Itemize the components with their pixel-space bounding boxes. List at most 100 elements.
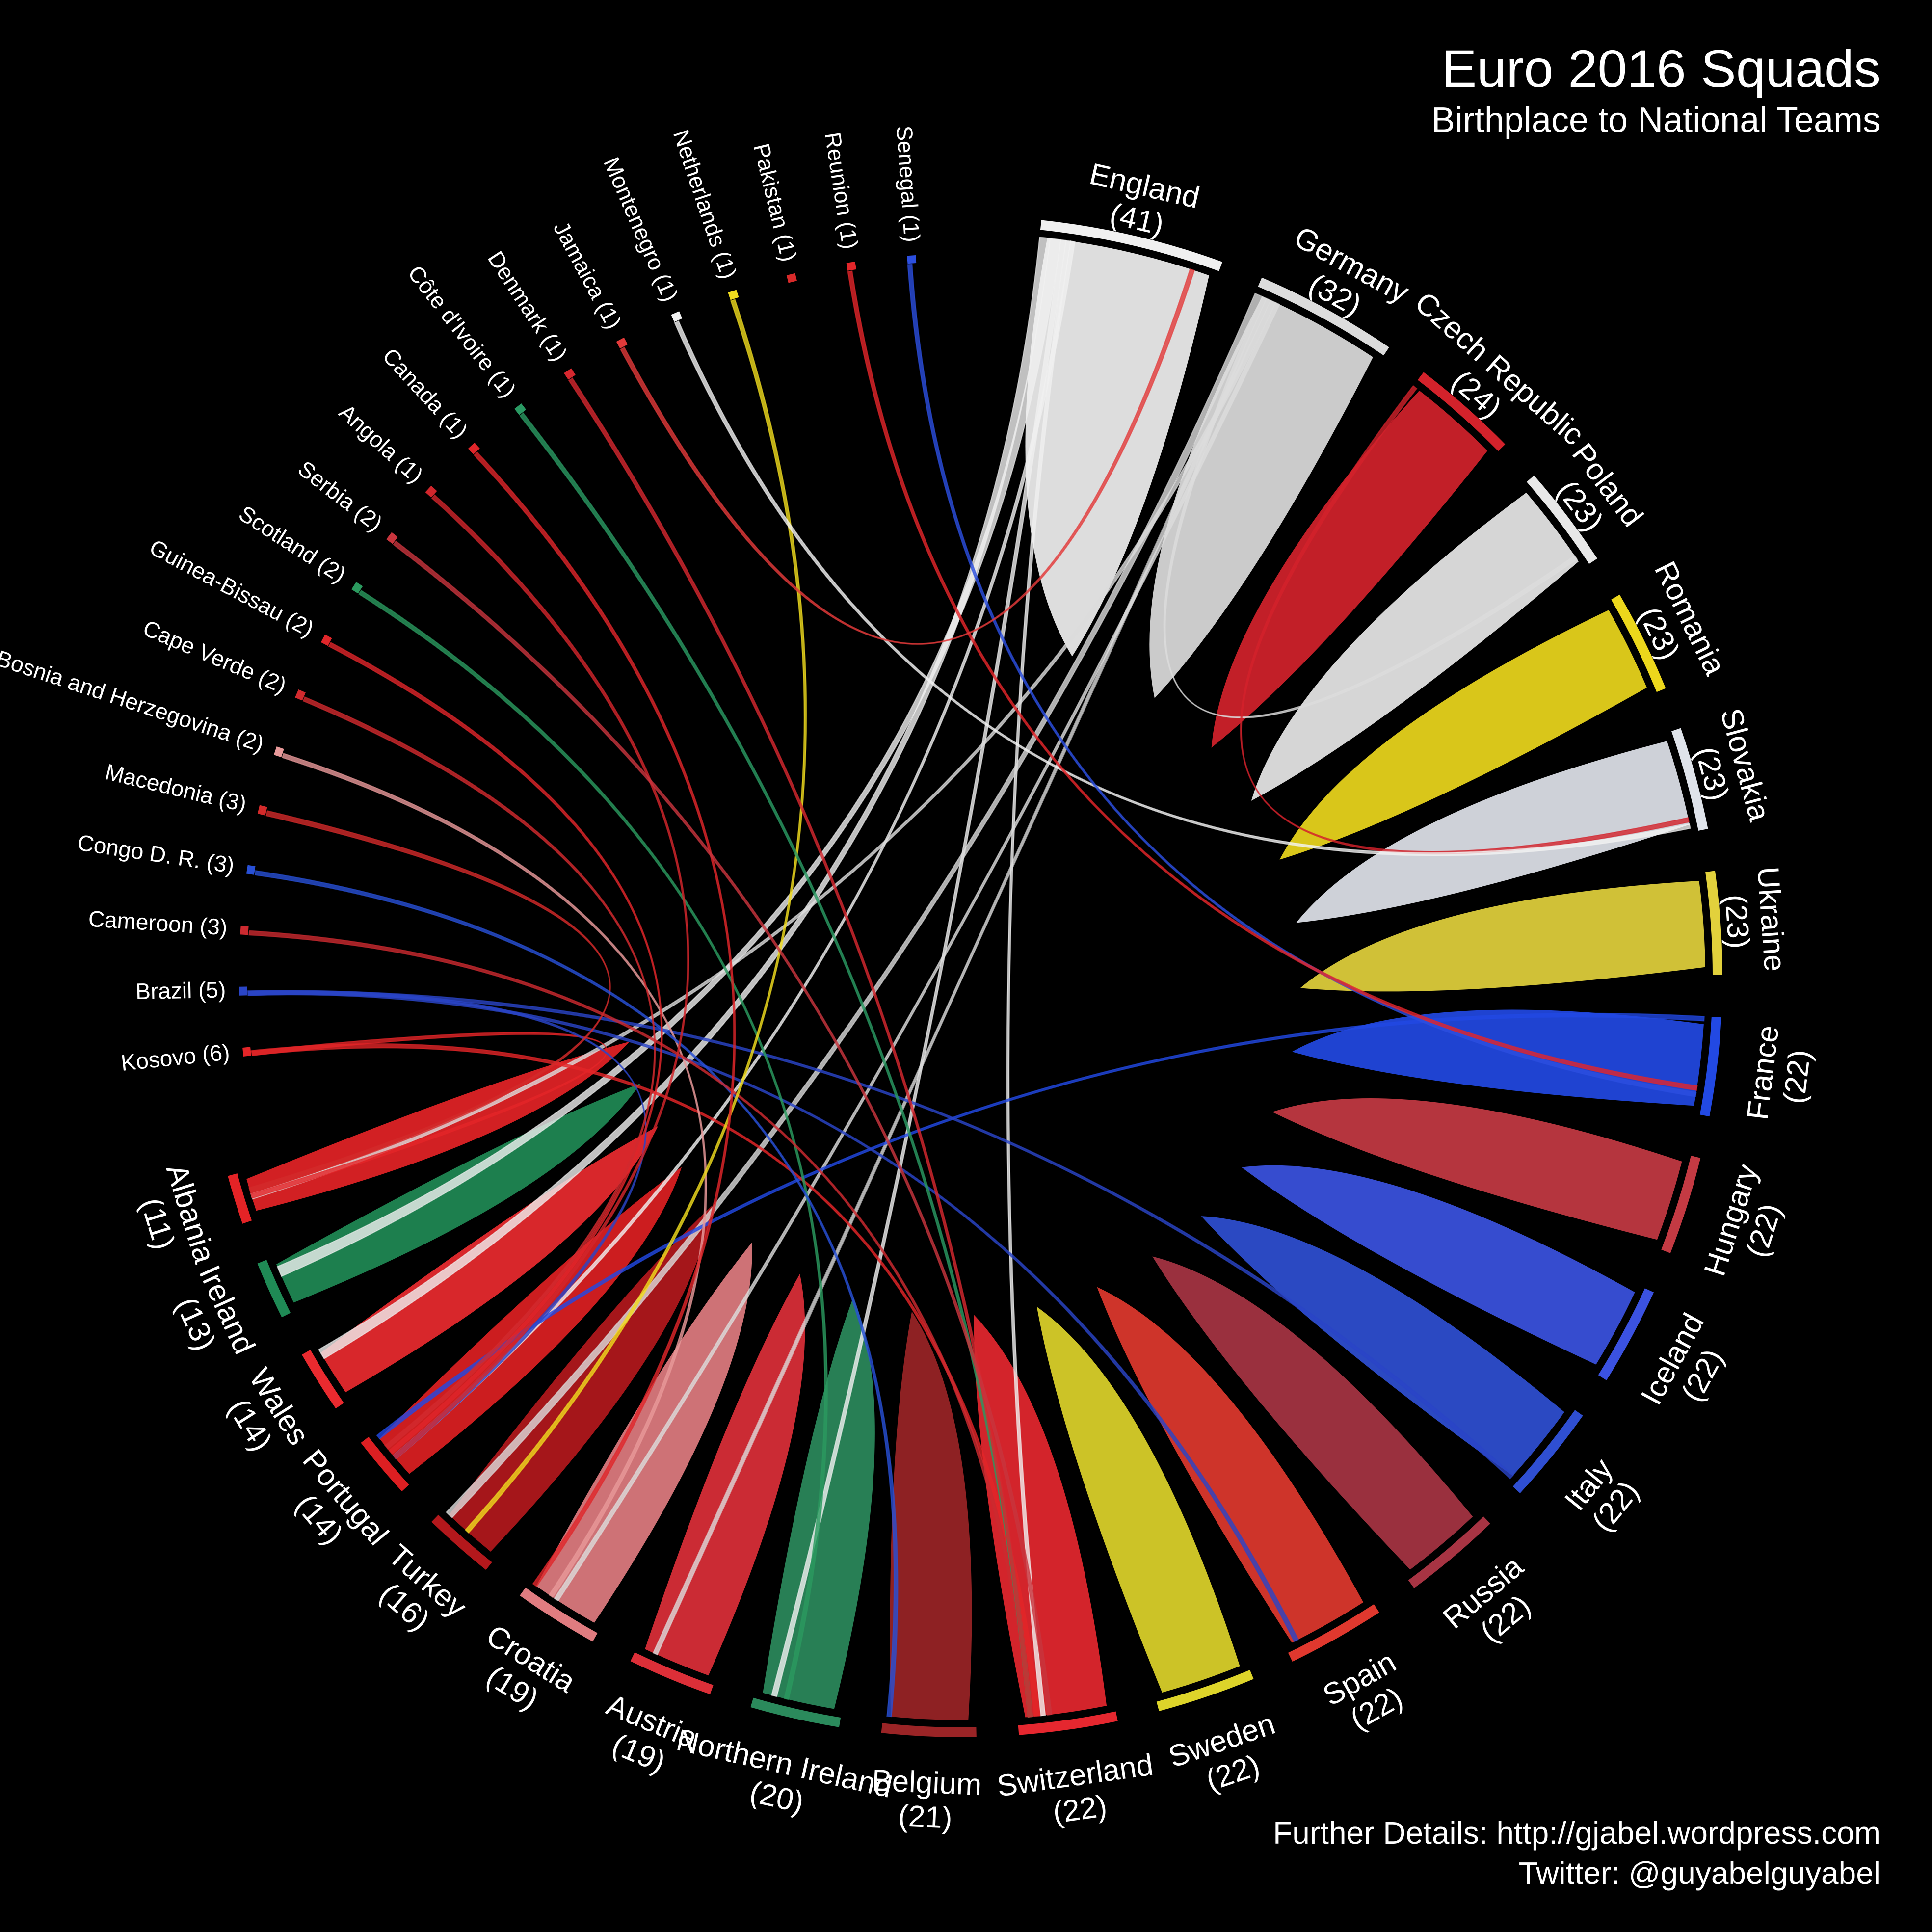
- self-ribbon-sweden: [1036, 1306, 1240, 1693]
- sector-arc-sweden: [1156, 1669, 1254, 1711]
- sector-count-switzerland: (22): [1051, 1789, 1109, 1830]
- sector-arc-portugal: [361, 1436, 409, 1492]
- sector-label-group-switzerland: Switzerland(22): [995, 1748, 1155, 1830]
- sector-arc-switzerland: [1018, 1711, 1118, 1735]
- sector-label-belgium: Belgium: [871, 1764, 982, 1802]
- self-ribbon-switzerland: [974, 1315, 1107, 1718]
- self-ribbon-hungary: [1272, 1098, 1682, 1240]
- sector-arc-c-te-d-ivoire: [514, 403, 527, 415]
- ribbon-france-to-portugal: [376, 1012, 1705, 1440]
- source-label-macedonia: Macedonia (3): [103, 759, 249, 817]
- self-ribbon-england: [1025, 238, 1209, 657]
- sector-label-group-sweden: Sweden(22): [1164, 1707, 1279, 1798]
- sector-arc-macedonia: [257, 805, 267, 816]
- sector-arc-bosnia-and-herzegovina: [273, 746, 284, 758]
- ribbon-kosovo-to-switzerland: [251, 1043, 1040, 1717]
- sector-count-france: (22): [1777, 1048, 1817, 1106]
- self-ribbon-ukraine: [1300, 880, 1705, 992]
- sector-count-belgium: (21): [898, 1799, 953, 1835]
- self-ribbon-iceland: [1242, 1165, 1635, 1365]
- sector-arc-ukraine: [1705, 871, 1722, 975]
- ribbon-guinea-bissau-to-portugal: [328, 641, 663, 1455]
- sector-arc-poland: [1527, 475, 1597, 564]
- source-label-congo-d-r: Congo D. R. (3): [76, 829, 236, 878]
- sector-label-group-albania: Albania(11): [134, 1160, 222, 1267]
- sector-arc-ireland: [257, 1260, 291, 1318]
- sector-count-ukraine: (23): [1718, 893, 1756, 950]
- chart-footer: Further Details: http://gjabel.wordpress…: [1273, 1813, 1880, 1894]
- sector-arc-northern-ireland: [750, 1697, 841, 1727]
- chart-subtitle: Birthplace to National Teams: [1431, 101, 1880, 140]
- sector-label-group-spain: Spain(22): [1317, 1645, 1408, 1737]
- source-label-canada: Canada (1): [378, 343, 473, 443]
- sector-arc-romania: [1611, 594, 1666, 692]
- ribbon-angola-to-portugal: [392, 494, 689, 1460]
- ribbon-senegal-to-france: [907, 264, 1697, 1098]
- source-label-reunion: Reunion (1): [820, 131, 863, 251]
- ribbon-denmark-to-switzerland: [568, 377, 1033, 1718]
- sector-arc-scotland: [351, 582, 363, 594]
- footer-details: Further Details: http://gjabel.wordpress…: [1273, 1815, 1880, 1851]
- source-label-scotland: Scotland (2): [235, 501, 351, 588]
- sector-label-group-ireland: Ireland(13): [169, 1260, 262, 1359]
- sector-arc-croatia: [520, 1588, 598, 1642]
- sector-label-group-iceland: Iceland(22): [1634, 1308, 1730, 1410]
- ribbon-england-to-northern-ireland: [771, 239, 1067, 1697]
- sector-label-ukraine: Ukraine: [1750, 866, 1792, 973]
- source-label-brazil: Brazil (5): [135, 977, 226, 1004]
- ribbon-reunion-to-france: [847, 270, 1698, 1091]
- ribbon-brazil-to-italy: [247, 990, 1514, 1480]
- sector-arc-jamaica: [616, 337, 628, 349]
- sector-arc-congo-d-r: [246, 865, 256, 875]
- ribbon-canada-to-croatia: [473, 451, 736, 1588]
- sector-arc-italy: [1512, 1410, 1583, 1493]
- sector-arc-albania: [228, 1173, 252, 1224]
- source-label-angola: Angola (1): [334, 399, 428, 488]
- self-ribbon-wales: [320, 1126, 658, 1393]
- sector-arc-belgium: [881, 1723, 977, 1738]
- self-ribbon-belgium: [890, 1311, 972, 1720]
- sector-arc-angola: [425, 485, 437, 498]
- sector-label-group-turkey: Turkey(16): [373, 1538, 473, 1638]
- source-label-cape-verde: Cape Verde (2): [139, 615, 290, 698]
- ribbon-netherlands-to-turkey: [464, 299, 807, 1534]
- ribbon-scotland-to-northern-ireland: [358, 589, 828, 1700]
- ribbon-congo-d-r-to-belgium: [254, 870, 899, 1718]
- chart-title: Euro 2016 Squads: [1441, 39, 1880, 98]
- sector-arc-reunion: [846, 262, 856, 271]
- sector-arc-wales: [302, 1350, 344, 1409]
- ribbon-germany-to-croatia: [554, 302, 1280, 1602]
- sector-arc-france: [1699, 1017, 1721, 1117]
- source-label-pakistan: Pakistan (1): [749, 141, 802, 264]
- sector-arc-russia: [1408, 1516, 1490, 1588]
- sector-label-france: France: [1741, 1024, 1785, 1122]
- sector-arc-senegal: [907, 255, 917, 264]
- sector-arc-pakistan: [786, 273, 797, 283]
- ribbon-macedonia-to-albania: [248, 810, 611, 1193]
- self-ribbon-germany: [1149, 296, 1373, 698]
- sector-arc-spain: [1288, 1604, 1379, 1662]
- sector-arc-slovakia: [1671, 728, 1708, 831]
- self-ribbon-france: [1292, 1009, 1704, 1106]
- sector-arc-austria: [630, 1652, 714, 1694]
- ribbon-germany-to-poland: [1163, 296, 1578, 719]
- ribbon-czech-republic-to-slovakia: [1240, 385, 1690, 855]
- source-label-kosovo: Kosovo (6): [120, 1039, 231, 1076]
- sector-arc-montenegro: [671, 311, 683, 322]
- ribbons-layer: [246, 237, 1705, 1720]
- ribbon-cape-verde-to-portugal: [302, 696, 656, 1450]
- source-label-senegal: Senegal (1): [892, 125, 925, 243]
- sector-label-group-italy: Italy(22): [1558, 1453, 1646, 1538]
- sector-label-group-russia: Russia(22): [1437, 1549, 1537, 1649]
- sector-arc-iceland: [1598, 1288, 1654, 1380]
- self-ribbon-italy: [1201, 1216, 1564, 1476]
- footer-twitter: Twitter: @guyabelguyabel: [1518, 1855, 1880, 1891]
- self-ribbon-romania: [1279, 610, 1647, 860]
- source-label-jamaica: Jamaica (1): [549, 217, 627, 333]
- sector-arc-czech-republic: [1417, 372, 1506, 451]
- ribbon-germany-to-austria: [652, 297, 1271, 1656]
- chart-header: Euro 2016 Squads Birthplace to National …: [1431, 38, 1880, 142]
- self-ribbon-czech-republic: [1211, 390, 1488, 748]
- self-ribbon-slovakia: [1296, 741, 1690, 923]
